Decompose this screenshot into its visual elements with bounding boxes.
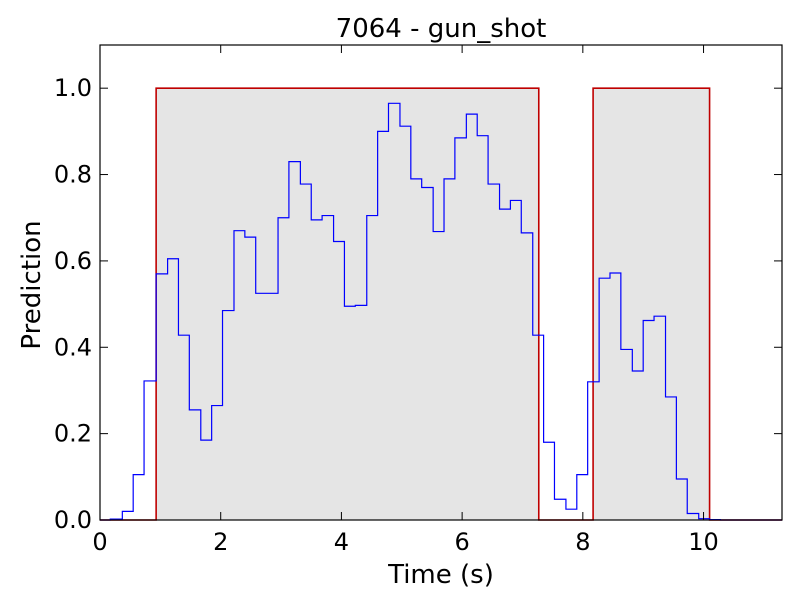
- x-tick-labels: 0 2 4 6 8 10: [92, 528, 718, 556]
- y-tick-label: 0.2: [54, 420, 92, 448]
- chart-title: 7064 - gun_shot: [336, 14, 547, 44]
- x-tick-label: 6: [454, 528, 469, 556]
- plot-frame: [99, 44, 783, 521]
- y-axis-label: Prediction: [17, 220, 47, 349]
- x-tick-label: 10: [688, 528, 719, 556]
- x-tick-label: 4: [334, 528, 349, 556]
- x-axis-label: Time (s): [387, 560, 494, 590]
- x-tick-label: 8: [575, 528, 590, 556]
- y-tick-label: 0.4: [54, 333, 92, 361]
- tick-marks: [99, 45, 782, 521]
- x-tick-label: 2: [213, 528, 228, 556]
- ground-truth-region-1: [593, 88, 710, 520]
- prediction-line-group: [100, 102, 782, 521]
- ground-truth-shading: [156, 88, 710, 520]
- x-tick-label: 0: [92, 528, 107, 556]
- y-tick-labels: 0.0 0.2 0.4 0.6 0.8 1.0: [54, 74, 92, 534]
- y-tick-label: 1.0: [54, 74, 92, 102]
- prediction-line: [100, 102, 782, 521]
- y-tick-label: 0.8: [54, 161, 92, 189]
- y-tick-label: 0.0: [54, 506, 92, 534]
- ground-truth-region-0: [156, 88, 539, 520]
- y-tick-label: 0.6: [54, 247, 92, 275]
